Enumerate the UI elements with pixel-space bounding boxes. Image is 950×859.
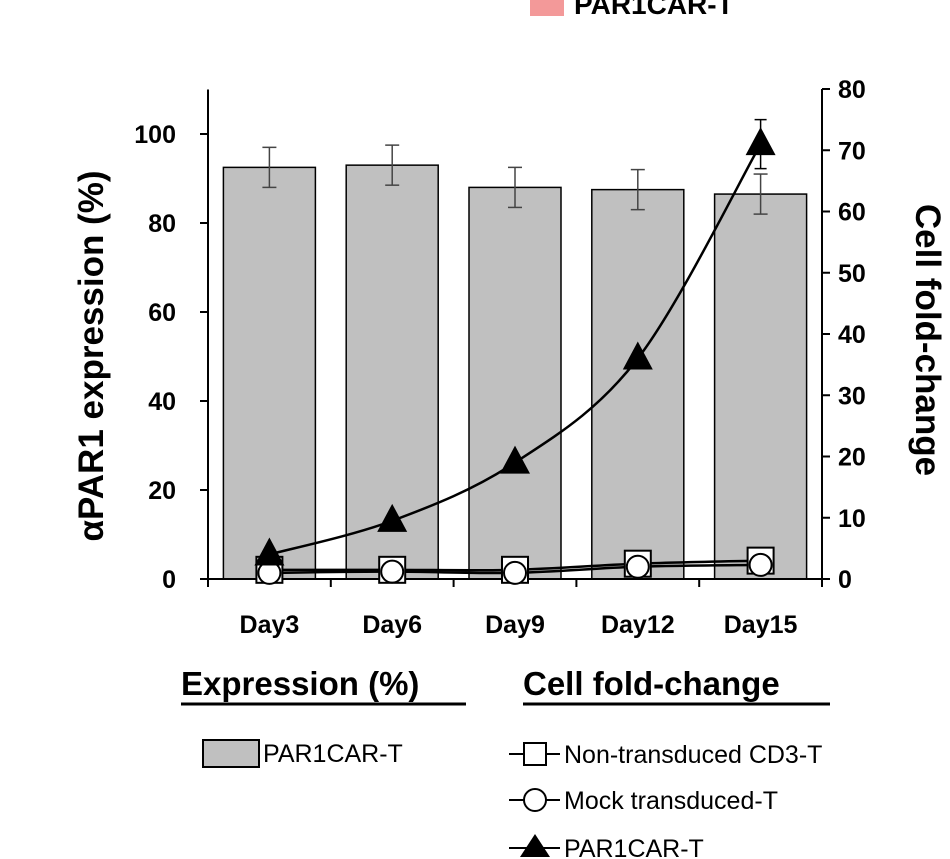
y-right-tick-label: 40 <box>838 321 866 349</box>
circle-marker-icon <box>523 788 547 812</box>
x-tick-label: Day9 <box>485 611 545 639</box>
legend: Expression (%) Cell fold-change PAR1CAR-… <box>181 665 830 859</box>
legend-item-non-transduced: Non-transduced CD3-T <box>509 741 822 769</box>
legend-mock-label: Mock transduced-T <box>564 787 778 815</box>
legend-item-par1car: PAR1CAR-T <box>509 834 704 859</box>
triangle-marker <box>622 341 653 370</box>
circle-marker <box>625 554 650 579</box>
legend-fold-header: Cell fold-change <box>523 665 780 702</box>
y-right-tick-label: 60 <box>838 199 866 227</box>
bar <box>713 193 808 580</box>
top-legend-swatch <box>530 0 564 16</box>
triangle-marker-icon <box>520 834 550 857</box>
y-right-tick-label: 70 <box>838 137 866 165</box>
top-legend: PAR1CAR-T <box>530 0 734 20</box>
legend-non-transduced-label: Non-transduced CD3-T <box>564 741 822 769</box>
circle-marker <box>380 559 405 584</box>
triangle-marker <box>500 445 530 474</box>
x-tick-label: Day15 <box>724 611 798 639</box>
y-right-tick-label: 0 <box>838 566 852 594</box>
triangle-marker <box>745 127 776 156</box>
y-right-tick-label: 50 <box>838 260 866 288</box>
triangle-marker <box>377 503 408 532</box>
y-left-tick-label: 60 <box>148 299 176 327</box>
y-right-tick-label: 20 <box>838 444 866 472</box>
y-axis-left-title: αPAR1 expression (%) <box>72 171 111 542</box>
legend-bar-swatch <box>202 739 260 768</box>
x-tick-label: Day6 <box>362 611 422 639</box>
circle-marker <box>748 552 773 577</box>
square-marker-icon <box>523 742 547 766</box>
y-left-tick-label: 100 <box>134 121 176 149</box>
top-legend-label: PAR1CAR-T <box>574 0 734 20</box>
bar <box>591 188 685 580</box>
plot-area: 0 20 40 60 80 100 0 10 20 30 40 50 60 70 80 Day3 Day6 Day… <box>134 76 866 639</box>
legend-expression-header: Expression (%) <box>181 665 419 702</box>
legend-bar-label: PAR1CAR-T <box>263 740 403 768</box>
x-tick-label: Day3 <box>240 611 300 639</box>
legend-item-mock: Mock transduced-T <box>509 787 778 815</box>
series-line <box>269 143 762 556</box>
y-axis-right-title: Cell fold-change <box>908 204 947 476</box>
triangle-marker <box>254 537 285 566</box>
legend-par1car-label: PAR1CAR-T <box>564 835 704 859</box>
bar <box>468 186 562 580</box>
y-left-tick-label: 0 <box>162 566 176 594</box>
circle-marker <box>503 560 527 585</box>
legend-item-bar: PAR1CAR-T <box>202 739 403 768</box>
y-left-tick-label: 20 <box>148 477 176 505</box>
y-right-tick-label: 10 <box>838 505 866 533</box>
y-right-tick-label: 80 <box>838 76 866 104</box>
bar <box>222 166 317 580</box>
y-right-tick-label: 30 <box>838 382 866 410</box>
y-left-tick-label: 80 <box>148 210 176 238</box>
y-left-tick-label: 40 <box>148 388 176 416</box>
x-tick-label: Day12 <box>601 611 675 639</box>
